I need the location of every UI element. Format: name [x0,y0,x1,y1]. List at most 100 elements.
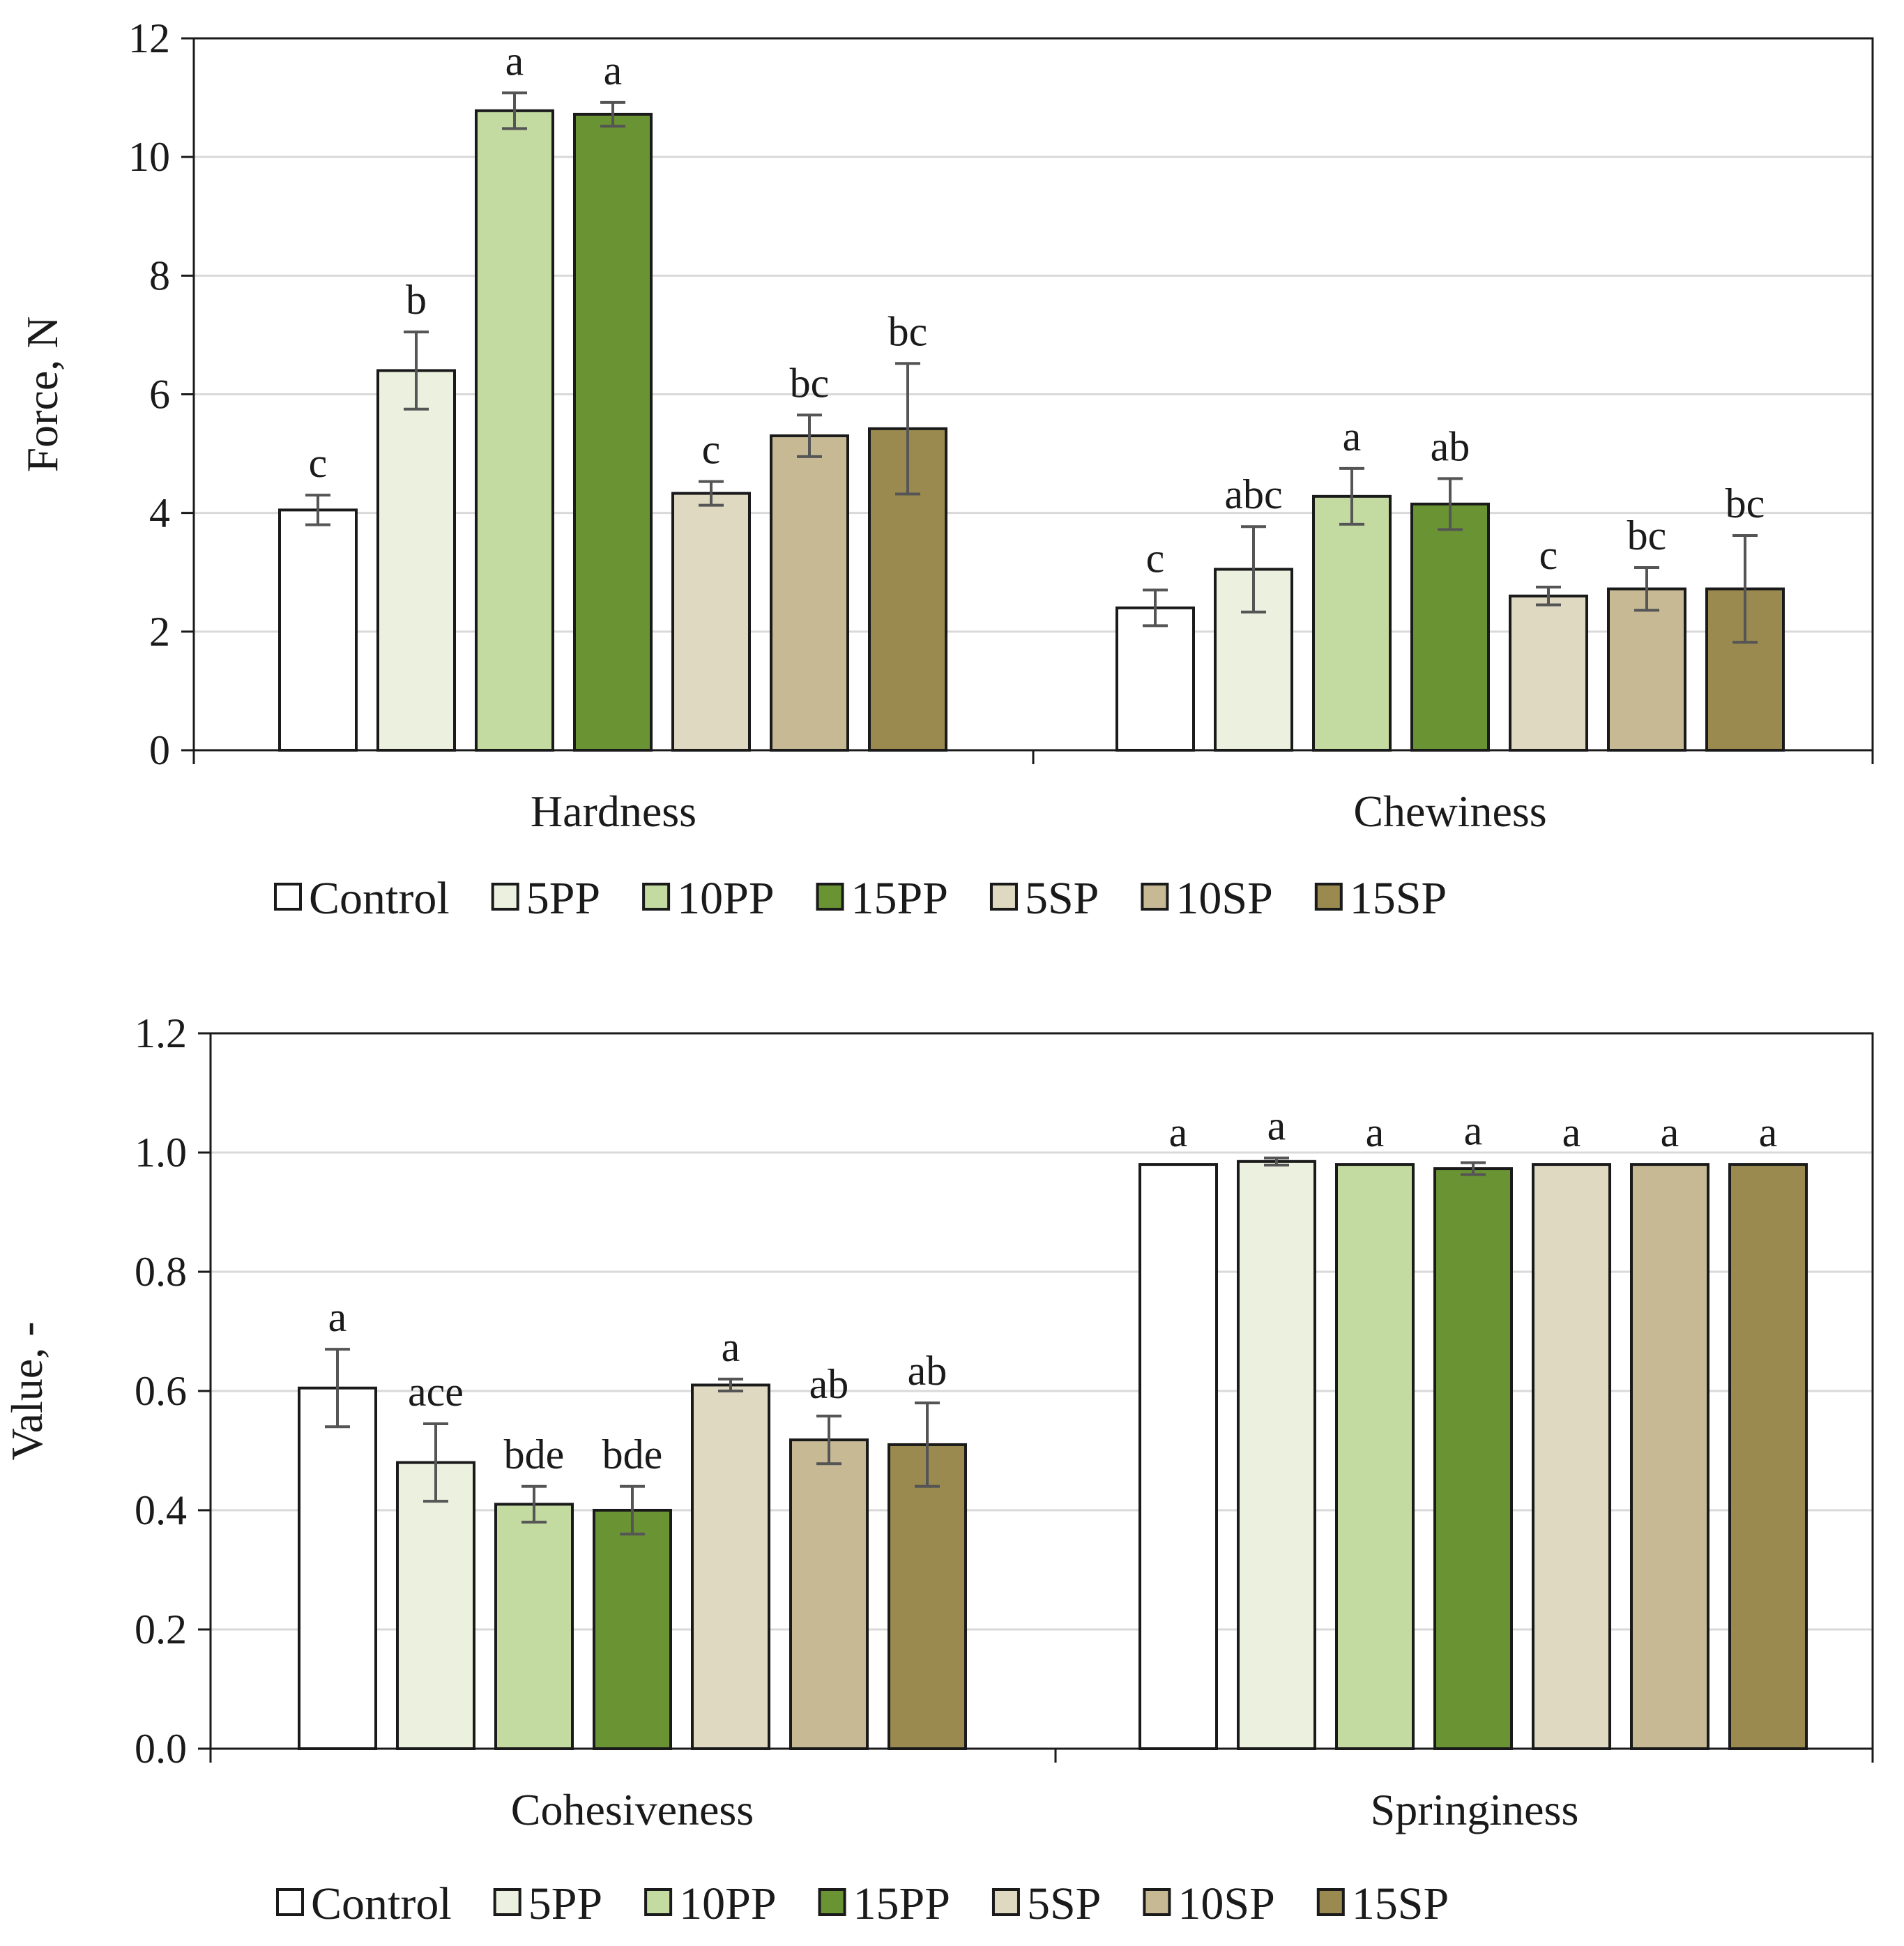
legend-swatch-5sp [989,883,1018,911]
y-tick-label: 10 [128,134,170,180]
significance-letter: a [1562,1109,1581,1155]
legend-swatch-10pp [644,1888,673,1916]
significance-letter: a [1661,1109,1680,1155]
significance-letter: bde [504,1431,565,1477]
bar-10pp[interactable] [475,109,554,752]
y-tick-label: 0.8 [135,1249,187,1295]
significance-letter: c [309,440,328,486]
x-category-label: Chewiness [1353,786,1546,836]
significance-letter: c [1146,535,1165,581]
legend-label: 5PP [528,1878,602,1929]
y-tick-label: 1.2 [135,1010,187,1056]
legend-swatch-15sp [1316,1888,1345,1916]
legend-swatch-15pp [818,1888,846,1916]
significance-letter: a [505,38,524,84]
legend-label: 5PP [526,873,600,924]
significance-letter: a [1464,1108,1483,1154]
bar-control[interactable] [278,508,358,752]
bar-5pp[interactable] [1237,1160,1316,1750]
x-category-label: Springiness [1371,1785,1579,1834]
legend-label: Control [311,1878,452,1929]
bar-control[interactable] [1115,606,1195,752]
legend-label: 10PP [679,1878,776,1929]
legend-label: 15SP [1352,1878,1449,1929]
bar-15pp[interactable] [1410,502,1490,752]
bar-5sp[interactable] [1509,594,1588,752]
y-tick-label: 0.4 [135,1487,187,1533]
bar-control[interactable] [298,1386,377,1750]
legend-label: 10SP [1178,1878,1274,1929]
y-tick-label: 0.6 [135,1368,187,1414]
legend-swatch-5pp [491,883,519,911]
significance-letter: a [1366,1109,1385,1155]
significance-letter: ab [1431,423,1470,469]
significance-letter: ab [908,1348,947,1394]
significance-letter: bc [1726,480,1765,526]
significance-letter: a [722,1324,740,1370]
bar-10sp[interactable] [1607,587,1686,752]
legend-label: 15SP [1350,873,1447,924]
bar-10sp[interactable] [1630,1163,1709,1750]
bar-10sp[interactable] [770,434,849,752]
legend-swatch-5pp [493,1888,521,1916]
x-category-label: Hardness [531,786,696,836]
legend-swatch-control [274,883,302,911]
y-tick-label: 0.2 [135,1606,187,1652]
legend: Control 5PP 10PP 15PP 5SP 10SP 15SP [276,1878,1449,1929]
significance-letter: bc [888,308,928,354]
y-axis-title: Value, - [2,1321,52,1460]
legend-swatch-5sp [991,1888,1020,1916]
legend-label: 5SP [1027,1878,1101,1929]
bar-5sp[interactable] [691,1383,770,1750]
bar-15pp[interactable] [593,1509,672,1750]
legend-swatch-15pp [816,883,844,911]
bar-15pp[interactable] [573,112,653,752]
significance-letter: ace [408,1369,464,1415]
y-tick-label: 4 [149,490,170,536]
significance-letter: bc [1627,512,1667,558]
legend-label: 10PP [677,873,774,924]
bar-5sp[interactable] [671,492,751,752]
legend-swatch-control [276,1888,304,1916]
y-tick-label: 2 [149,609,170,655]
legend-swatch-15sp [1314,883,1343,911]
legend-label: 10SP [1175,873,1272,924]
bar-5pp[interactable] [376,369,456,752]
y-tick-label: 0.0 [135,1726,187,1772]
bar-10pp[interactable] [494,1503,574,1750]
y-tick-label: 1.0 [135,1130,187,1176]
plot-area-frame [209,1032,1874,1750]
legend-swatch-10sp [1141,883,1169,911]
legend-label: 5SP [1025,873,1099,924]
y-tick-label: 6 [149,372,170,418]
significance-letter: c [702,427,721,473]
significance-letter: a [1343,413,1362,459]
bar-15sp[interactable] [1728,1163,1808,1750]
significance-letter: bc [790,360,830,406]
legend-label: Control [309,873,450,924]
bar-10pp[interactable] [1335,1163,1415,1750]
bar-10sp[interactable] [789,1438,869,1751]
bar-10pp[interactable] [1312,494,1392,752]
y-tick-label: 12 [128,15,170,61]
bar-control[interactable] [1138,1163,1218,1750]
significance-letter: b [406,277,427,323]
legend-swatch-10pp [642,883,671,911]
significance-letter: ab [809,1361,849,1407]
significance-letter: a [1267,1103,1286,1149]
bar-15pp[interactable] [1433,1167,1513,1750]
bar-5sp[interactable] [1532,1163,1611,1750]
significance-letter: a [328,1294,347,1340]
legend-label: 15PP [851,873,948,924]
legend-label: 15PP [853,1878,950,1929]
bar-5pp[interactable] [396,1461,475,1751]
chart-texture-value: 0.0 0.2 0.4 0.6 0.8 1.0 1.2 a a ace a bde a bde a a a ab a… [2,1010,1874,1929]
legend-swatch-10sp [1143,1888,1171,1916]
y-tick-label: 0 [149,727,170,773]
significance-letter: abc [1224,471,1282,517]
significance-letter: a [1759,1109,1778,1155]
bar-15sp[interactable] [888,1443,967,1750]
y-axis-title: Force, N [17,317,67,473]
